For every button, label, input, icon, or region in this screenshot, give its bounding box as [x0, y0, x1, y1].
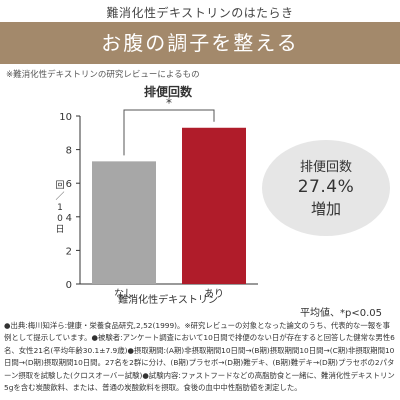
y-tick-label: 8: [66, 146, 72, 157]
footer-text: ●出典:梅川知洋ら:健康・栄養食品研究,2,52(1999)。※研究レビューの対…: [4, 321, 395, 393]
stat-note: 平均値、*p<0.05: [300, 308, 382, 319]
y-tick-label: 6: [66, 179, 72, 190]
bracket-line: [123, 109, 215, 156]
result-callout: 排便回数 27.4% 増加: [262, 140, 390, 236]
bar-none: [92, 161, 156, 284]
callout-percent: 27.4%: [297, 177, 355, 197]
significance-star: *: [166, 96, 172, 110]
x-axis-label: 難消化性デキストリン: [118, 293, 218, 306]
callout-line1: 排便回数: [299, 160, 352, 175]
top-caption: 難消化性デキストリンのはたらき: [106, 6, 294, 20]
banner-title: お腹の調子を整える: [0, 22, 400, 64]
y-tick-label: 2: [66, 246, 72, 257]
y-tick-label: 4: [66, 213, 72, 224]
bar-yes: [182, 127, 246, 284]
y-axis-label-char: 回: [55, 180, 64, 191]
bars: なし あり: [92, 127, 246, 300]
y-tick-label: 10: [59, 112, 72, 123]
x-tick-label: なし: [114, 288, 134, 300]
source-note: ※難消化性デキストリンの研究レビューによるもの: [6, 70, 200, 80]
y-axis-label-char: 1: [57, 203, 63, 213]
y-axis-label-char: ／: [55, 191, 64, 202]
y-axis-label-char: 0: [57, 214, 63, 224]
y-tick-label: 0: [66, 280, 72, 291]
significance-bracket: *: [123, 96, 215, 156]
callout-line3: 増加: [310, 200, 341, 218]
x-tick-label: あり: [204, 288, 224, 300]
chart-title: 排便回数: [144, 84, 193, 99]
y-axis-label-char: 日: [55, 224, 64, 235]
y-axis-label: 回／10日: [55, 180, 64, 235]
